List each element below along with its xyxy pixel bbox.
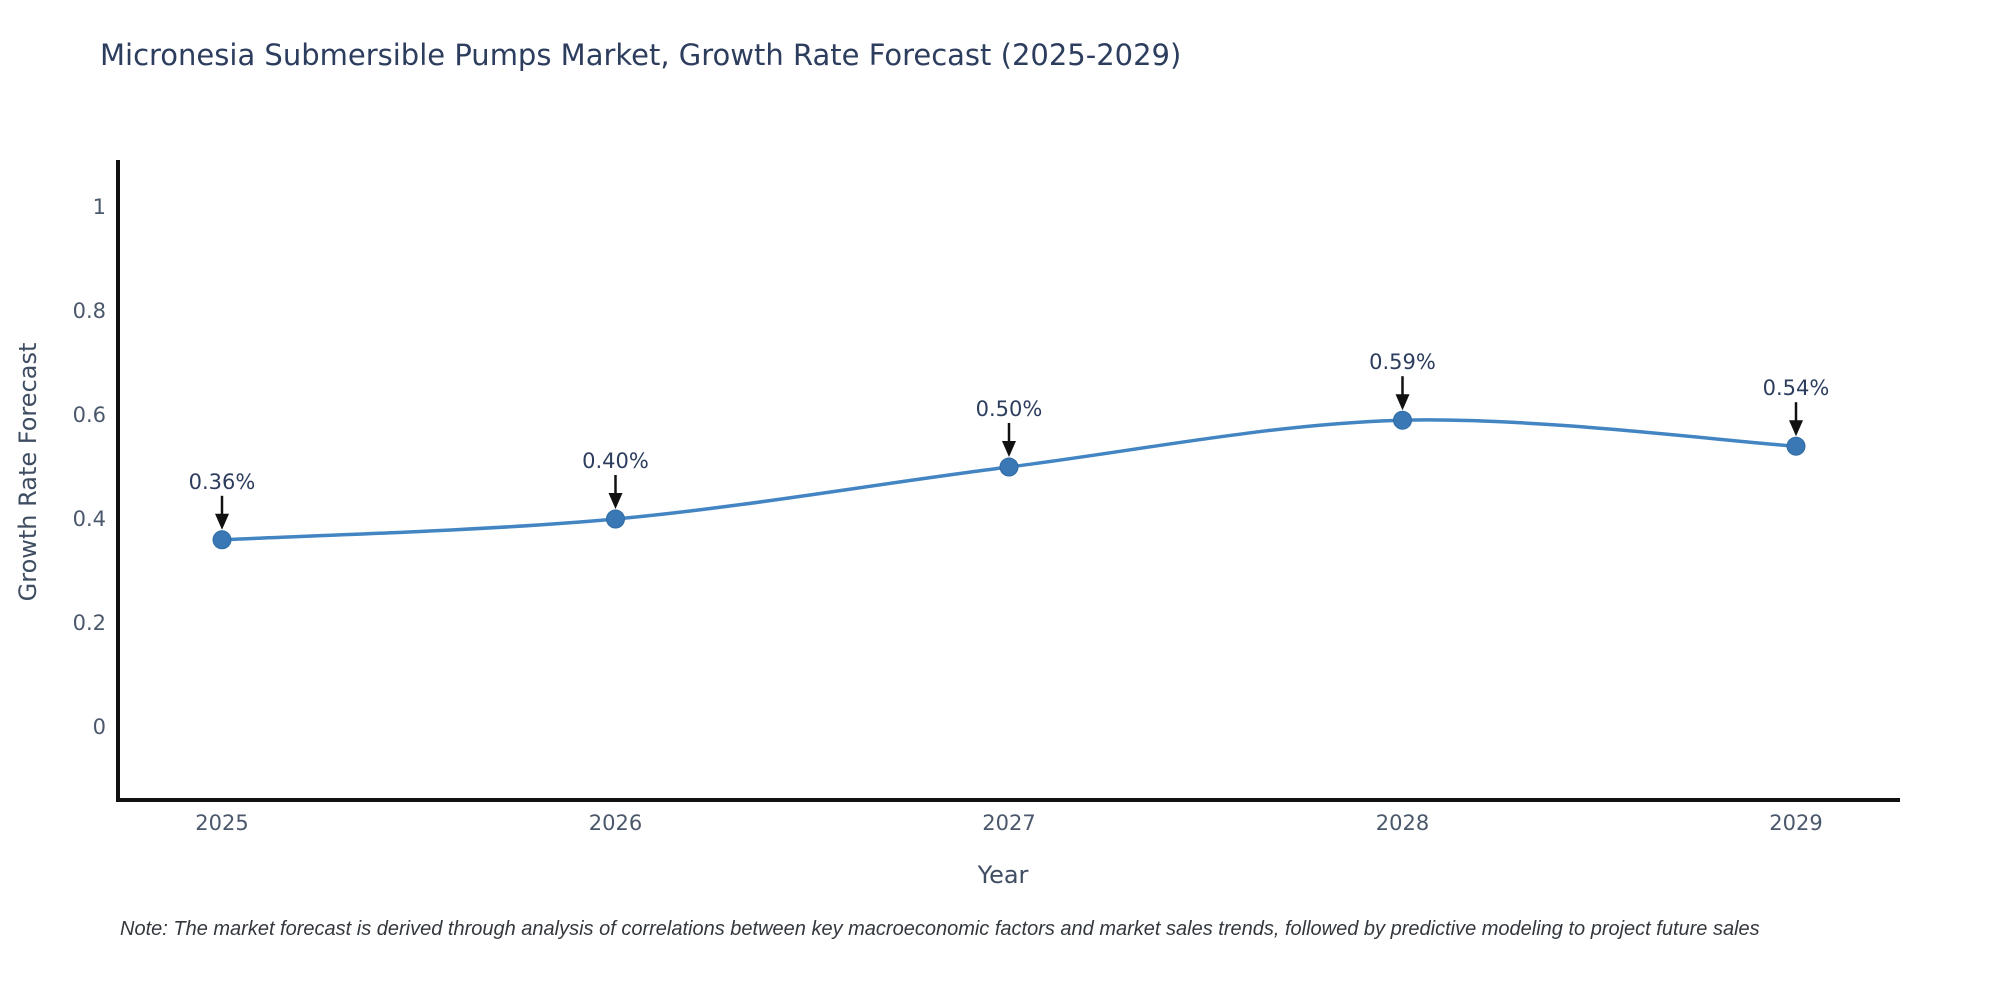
- data-point-label: 0.54%: [1763, 376, 1830, 400]
- footnote: Note: The market forecast is derived thr…: [120, 918, 1760, 940]
- annotation-arrow-head: [1395, 394, 1410, 411]
- data-point-label: 0.50%: [976, 397, 1043, 421]
- data-point-marker: [212, 530, 232, 550]
- annotation-arrow-head: [1789, 420, 1803, 437]
- y-tick-label: 0.4: [73, 507, 106, 531]
- y-tick-label: 1: [93, 195, 106, 219]
- data-point-label: 0.40%: [582, 449, 649, 473]
- y-tick-label: 0.8: [73, 299, 106, 323]
- data-point-marker: [999, 457, 1019, 477]
- x-tick-label: 2028: [1376, 811, 1429, 835]
- annotation-arrow-head: [1002, 441, 1016, 457]
- y-tick-label: 0.2: [73, 611, 106, 635]
- y-tick-label: 0: [93, 715, 106, 739]
- x-tick-label: 2027: [982, 811, 1035, 835]
- chart-title: Micronesia Submersible Pumps Market, Gro…: [100, 38, 1182, 72]
- annotation-arrow-head: [608, 493, 623, 509]
- x-tick-label: 2025: [195, 811, 248, 835]
- data-point-label: 0.59%: [1369, 350, 1436, 374]
- x-axis-title: Year: [977, 861, 1029, 889]
- x-tick-label: 2029: [1769, 811, 1822, 835]
- data-point-marker: [606, 509, 625, 529]
- annotation-arrow-head: [215, 513, 229, 530]
- y-tick-label: 0.6: [73, 403, 106, 427]
- data-point-marker: [1786, 436, 1806, 456]
- data-point-label: 0.36%: [189, 470, 256, 494]
- x-tick-label: 2026: [589, 811, 642, 835]
- data-point-marker: [1393, 410, 1412, 430]
